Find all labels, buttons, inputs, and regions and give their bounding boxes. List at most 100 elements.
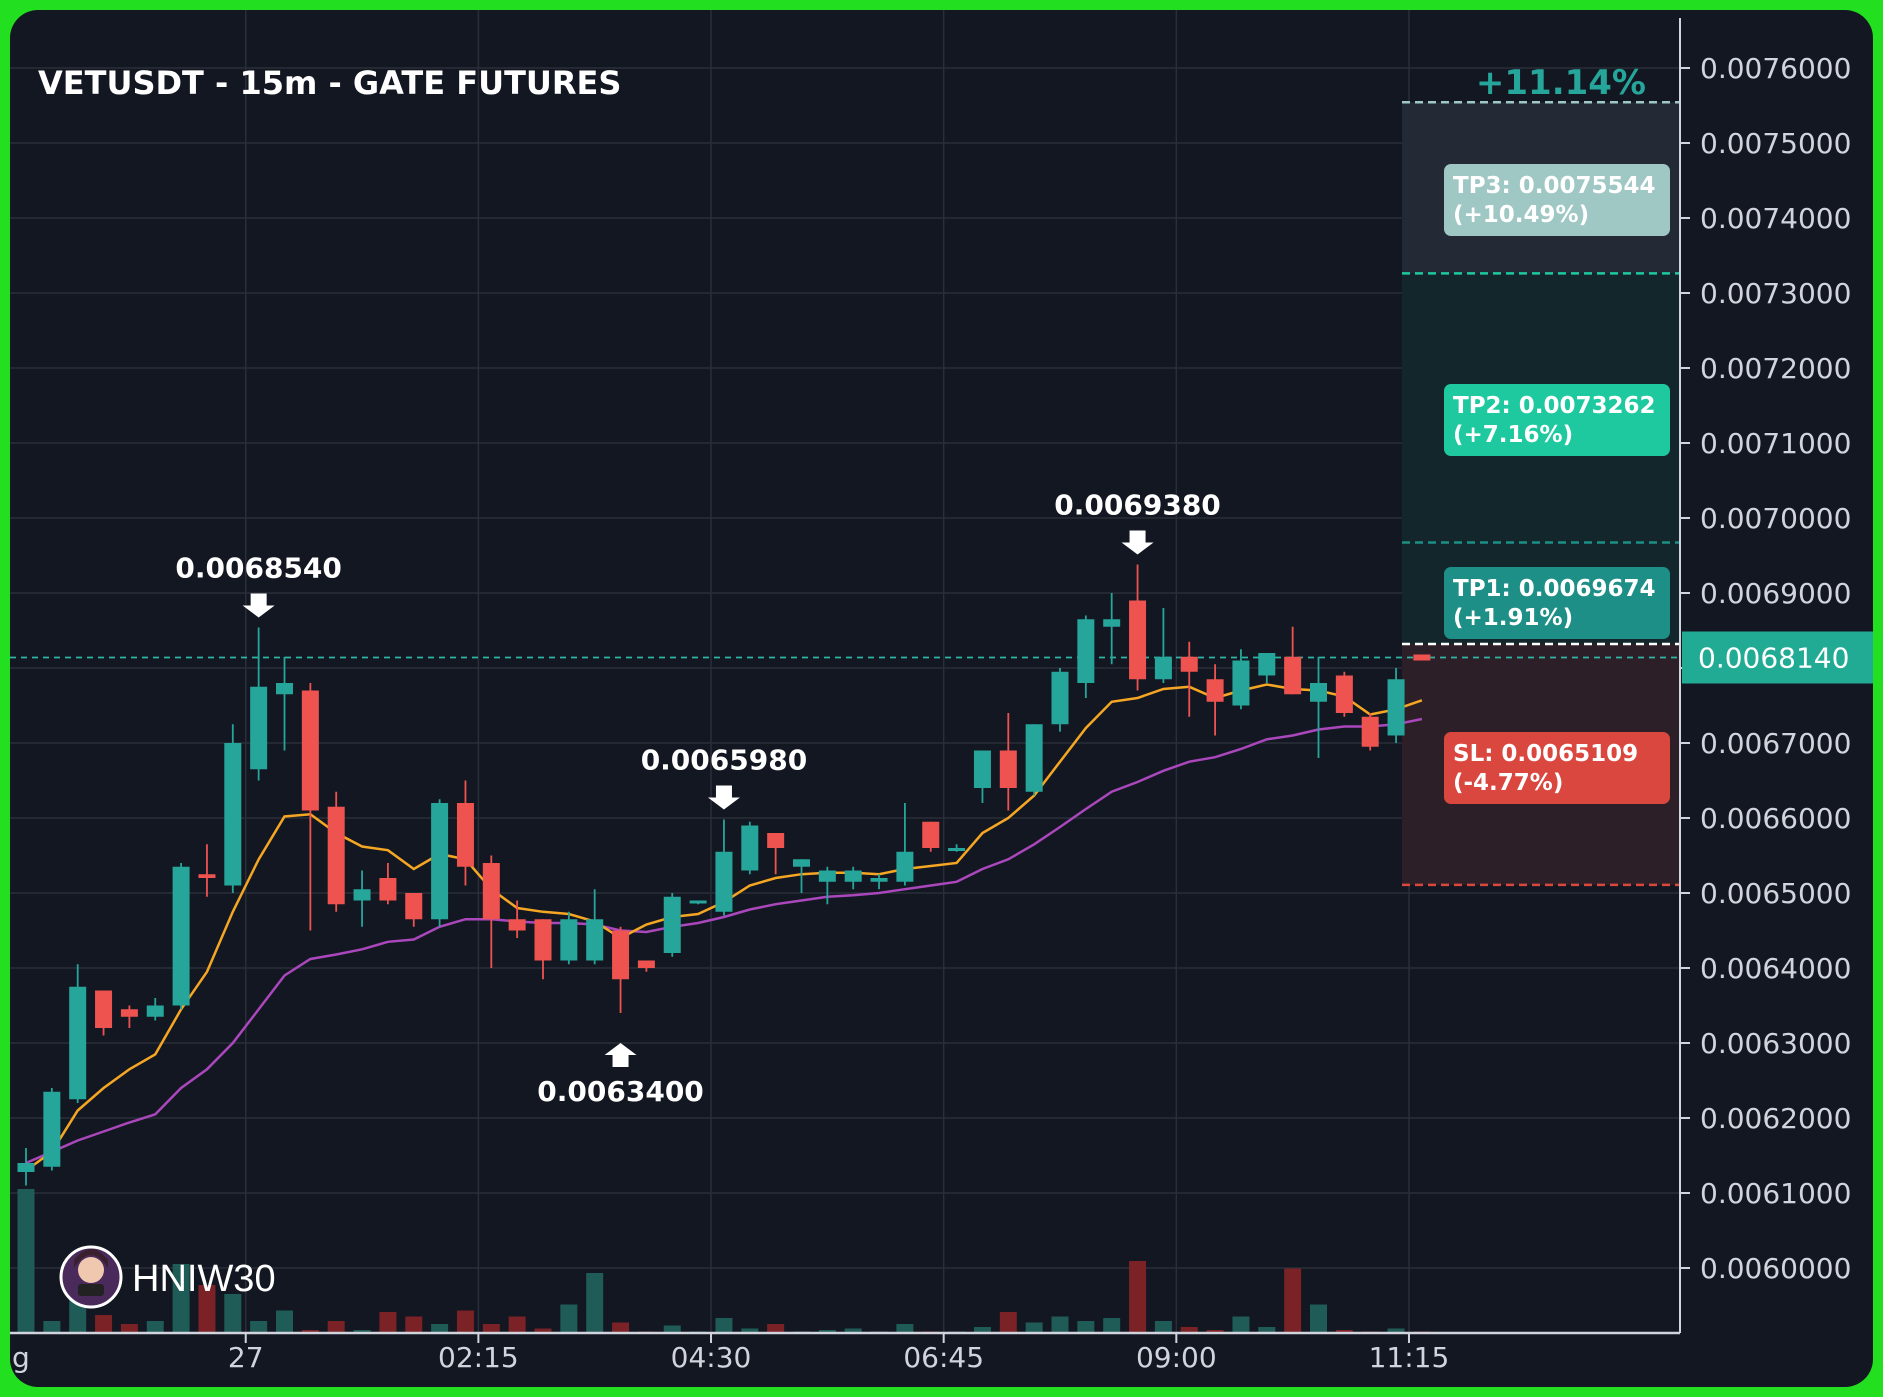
candle [1154,608,1172,683]
candle-body [948,848,966,851]
candle-body [43,1091,61,1167]
watermark-name: HNIW30 [132,1258,276,1300]
candle [586,889,604,965]
price-tick-label: 0.0060000 [1700,1252,1851,1285]
price-tick-label: 0.0076000 [1700,52,1851,85]
candle-body [1051,671,1069,725]
tp3-tag-percent: (+10.49%) [1453,202,1589,228]
price-tick-label: 0.0062000 [1700,1102,1851,1135]
volume-bar [767,1324,785,1333]
candle [353,870,371,927]
candle [1180,641,1198,717]
candle-body [172,866,190,1006]
candle [767,833,785,875]
time-tick-label: 04:30 [671,1341,752,1374]
candle [1387,668,1405,743]
candle-body [353,889,371,901]
volume-bar [844,1328,862,1333]
volume-bar [198,1285,216,1333]
price-annotations: 0.0068540 0.0063400 0.0065980 0.0069380 [175,489,1220,1109]
candle [17,1148,35,1186]
annotation-high: 0.0068540 [175,552,342,618]
volume-bar [1077,1321,1095,1333]
candle-body [1258,653,1276,676]
candle-body [1284,656,1302,695]
volume-bar [1232,1316,1250,1333]
candle [870,874,888,890]
candle [508,900,526,938]
tp2-tag-percent: (+7.16%) [1453,422,1573,448]
volume-bar [741,1328,759,1333]
volume-bar [508,1316,526,1333]
candle-body [482,863,500,920]
volume-bar [379,1312,397,1333]
tp1-tag-box [1444,567,1670,639]
candle [1310,656,1327,758]
time-tick-label: 27 [228,1341,264,1374]
price-tick-label: 0.0061000 [1700,1177,1851,1210]
price-axis[interactable]: 0.0060000 0.0061000 0.0062000 0.0063000 0.00… [1679,18,1873,1333]
volume-bar [1206,1330,1224,1333]
volume-bar [1310,1304,1327,1333]
tp3-tag-box [1444,164,1670,236]
candle-body [767,833,785,848]
candle [95,990,113,1036]
price-chart[interactable]: 0.0068540 0.0063400 0.0065980 0.0069380 TP3… [10,10,1873,1387]
arrow-down-icon [707,785,740,810]
candle [1077,615,1095,698]
volume-bar [1258,1327,1276,1333]
volume-bar [1051,1316,1069,1333]
candle-body [431,803,449,920]
candle [663,893,681,957]
tp1-tag-percent: (+1.91%) [1453,605,1573,631]
volume-bar [1284,1268,1302,1333]
candle-body [276,683,293,695]
candle-body [301,690,319,811]
candle [198,844,216,897]
arrow-down-icon [242,593,275,618]
candle [482,855,500,968]
time-axis[interactable]: 27 02:15 04:30 06:45 09:00 11:15 g [10,1331,1680,1374]
avatar [59,1245,123,1309]
time-tick-label: 09:00 [1136,1341,1217,1374]
volume-bar [482,1324,500,1333]
candle-body [896,851,914,882]
candle [637,960,655,972]
candle-body [1129,600,1147,680]
candle-body [69,986,87,1100]
candle-body [1387,679,1405,736]
candle [69,964,87,1103]
candle [224,724,242,893]
time-tick-label: 11:15 [1369,1341,1450,1374]
volume-bar [301,1330,319,1333]
candle-body [224,743,242,886]
candle-body [146,1005,164,1017]
volume-bar [663,1325,681,1333]
time-tick-label: 02:15 [438,1341,519,1374]
watermark: HNIW30 [59,1245,276,1309]
candle-body [534,919,552,961]
current-price-label: 0.0068140 [1698,642,1849,675]
tp3-tag: TP3: 0.0075544 (+10.49%) [1444,164,1670,236]
candle-body [405,893,423,920]
candle-body [999,750,1017,788]
candle [741,821,759,875]
chart-frame: 0.0068540 0.0063400 0.0065980 0.0069380 TP3… [10,10,1873,1387]
candle [1413,654,1431,661]
candle-body [1361,716,1379,747]
price-tick-label: 0.0064000 [1700,952,1851,985]
candle [896,803,914,886]
candle-body [1025,724,1043,792]
volume-bar [1387,1328,1405,1333]
volume-bar [612,1322,630,1333]
tp1-tag-price: TP1: 0.0069674 [1453,576,1656,602]
volume-bar [431,1324,449,1333]
candle [250,627,268,781]
candle [1258,653,1276,683]
candle [405,893,423,927]
candle [120,1005,138,1028]
candle-body [586,919,604,961]
candle-body [1310,683,1327,702]
candle [818,866,836,905]
volume-bar [250,1321,268,1333]
